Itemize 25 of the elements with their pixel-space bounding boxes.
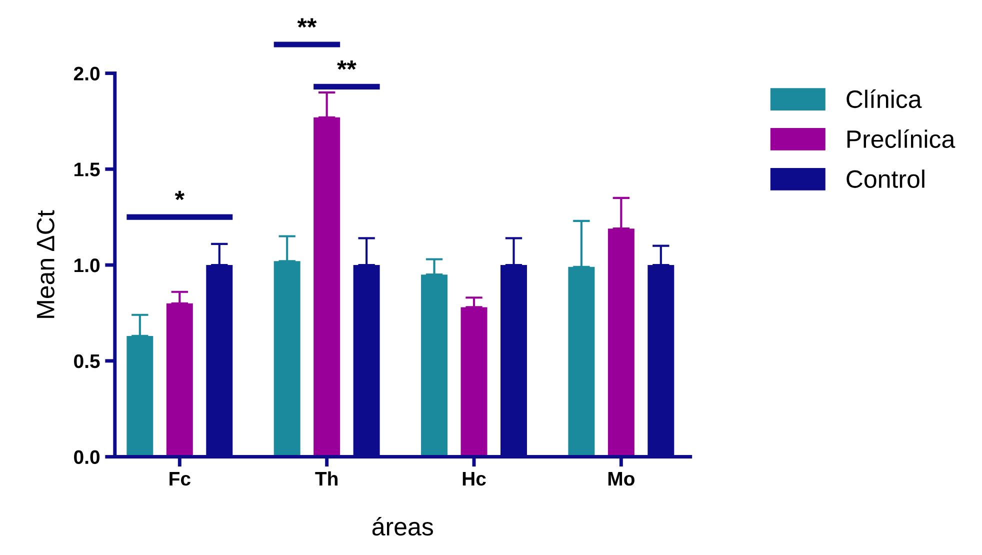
y-tick-label: 2.0 [74, 66, 100, 80]
bar [568, 266, 595, 457]
annotation: * [174, 190, 184, 200]
x-tick-label: Th [315, 471, 338, 486]
x-tick-label: Mo [608, 472, 634, 486]
x-tick-label: Fc [170, 472, 190, 486]
y-tick-label: 0.5 [74, 354, 100, 368]
legend-label: Control [846, 170, 924, 188]
bar [126, 336, 154, 457]
y-axis-title: Mean ΔCt [36, 210, 54, 318]
text: ** [297, 18, 317, 28]
legend-label: Preclínica [847, 129, 956, 148]
y-tick-label: 0.0 [74, 450, 100, 464]
x-axis-title: áreas [372, 516, 433, 536]
bar [421, 274, 448, 457]
legend-label: Clínica [846, 89, 922, 108]
bar [314, 117, 340, 457]
y-tick-label: 1.5 [74, 162, 100, 176]
bar [608, 228, 634, 457]
y-tick-label: 1.0 [74, 258, 100, 272]
text: ** [337, 60, 356, 70]
x-tick-label: Hc [462, 472, 486, 486]
bar [166, 303, 193, 457]
bar [274, 261, 300, 457]
bar [460, 307, 488, 457]
